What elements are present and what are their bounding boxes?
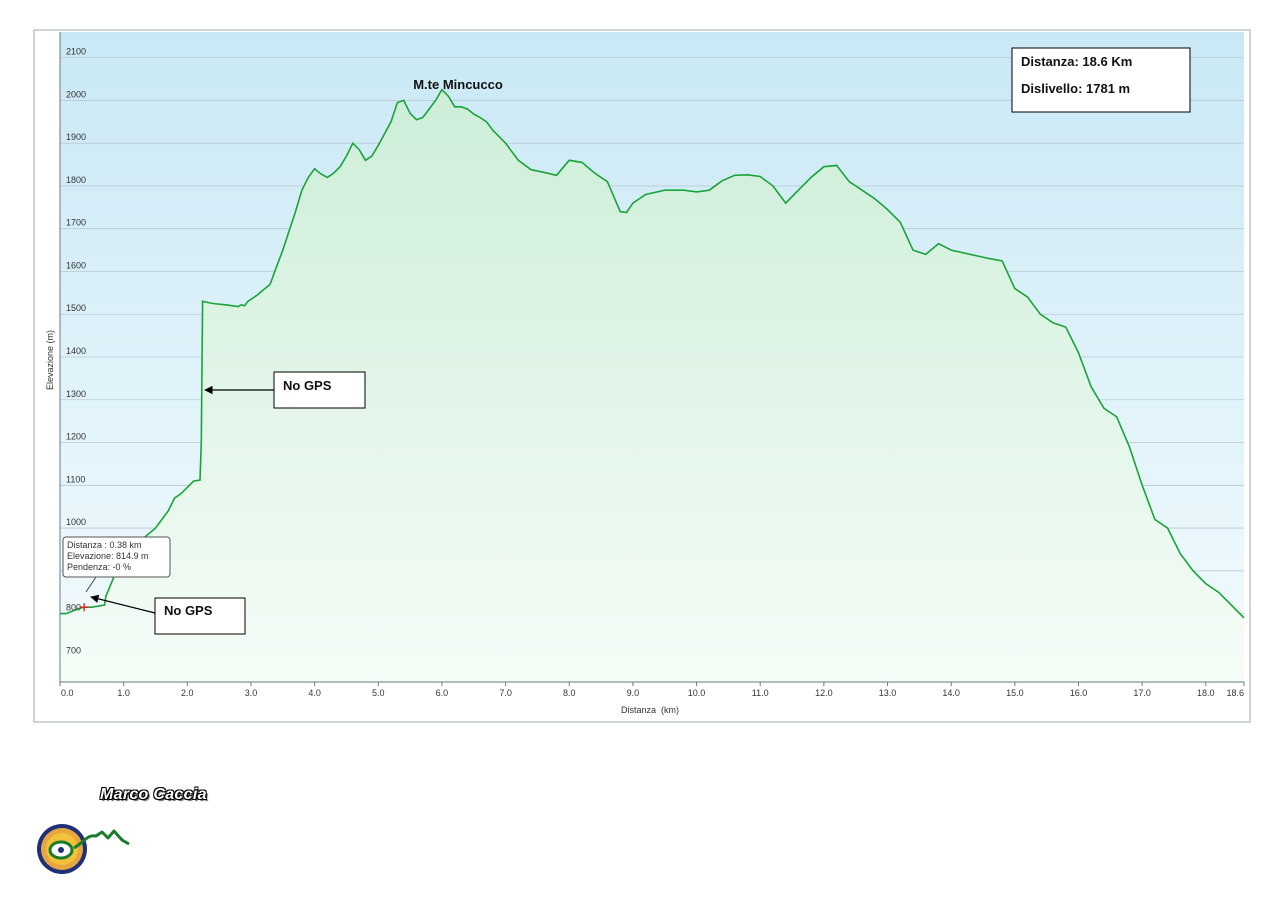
author-logo-icon [37,824,130,874]
x-tick-5: 5.0 [372,688,385,698]
y-tick-1300: 1300 [66,389,86,399]
y-axis-label: Elevazione (m) [45,330,55,390]
y-tick-1000: 1000 [66,517,86,527]
tooltip-pointer [85,576,97,593]
y-tick-2000: 2000 [66,89,86,99]
y-tick-1500: 1500 [66,303,86,313]
no-gps-label-upper: No GPS [283,378,332,393]
x-tick-15: 15.0 [1006,688,1024,698]
x-tick-14: 14.0 [942,688,960,698]
x-tick-7: 7.0 [499,688,512,698]
info-box: Distanza: 18.6 Km Dislivello: 1781 m [1011,47,1191,113]
x-tick-3: 3.0 [245,688,258,698]
x-tick-11: 11.0 [752,688,769,698]
y-tick-1900: 1900 [66,132,86,142]
y-tick-1800: 1800 [66,175,86,185]
x-tick-2: 2.0 [181,688,194,698]
y-tick-1100: 1100 [66,474,85,484]
x-tick-9: 9.0 [627,688,640,698]
cursor-marker [80,603,89,612]
tooltip-elevation: Elevazione: 814.9 m [67,551,149,561]
y-tick-1200: 1200 [66,432,86,442]
y-tick-1700: 1700 [66,218,86,228]
elevation-area [60,89,1244,682]
no-gps-arrow-lower [90,594,156,614]
x-tick-12: 12.0 [815,688,833,698]
x-tick-labels: 0.0 1.0 2.0 3.0 4.0 5.0 6.0 7.0 8.0 9.0 10.0 11.0 12… [59,682,1245,698]
x-tick-1: 1.0 [117,688,130,698]
no-gps-annotation-lower: No GPS [90,594,246,635]
info-climb: Dislivello: 1781 m [1021,81,1130,96]
x-tick-10: 10.0 [688,688,706,698]
cursor-tooltip: Distanza : 0.38 km Elevazione: 814.9 m P… [62,536,171,612]
summit-annotation: M.te Mincucco [413,77,503,92]
x-tick-18: 18.0 [1197,688,1215,698]
author-name: Marco Caccia [100,786,207,803]
x-tick-19: 18.6 [1226,688,1244,698]
y-tick-1400: 1400 [66,346,86,356]
x-tick-17: 17.0 [1133,688,1151,698]
no-gps-label-lower: No GPS [164,603,213,618]
info-distance: Distanza: 18.6 Km [1021,54,1132,69]
y-tick-1600: 1600 [66,260,86,270]
x-tick-4: 4.0 [308,688,321,698]
no-gps-annotation-upper: No GPS [204,371,366,409]
y-tick-2100: 2100 [66,47,86,57]
x-tick-8: 8.0 [563,688,576,698]
tooltip-slope: Pendenza: -0 % [67,562,131,572]
y-tick-700: 700 [66,645,81,655]
elevation-line [60,88,1245,619]
x-tick-0: 0.0 [61,688,74,698]
x-tick-6: 6.0 [436,688,449,698]
x-tick-13: 13.0 [879,688,897,698]
tooltip-distance: Distanza : 0.38 km [67,540,142,550]
y-tick-800: 800 [66,603,81,613]
x-axis-label: Distanza (km) [621,705,679,715]
x-tick-16: 16.0 [1070,688,1088,698]
